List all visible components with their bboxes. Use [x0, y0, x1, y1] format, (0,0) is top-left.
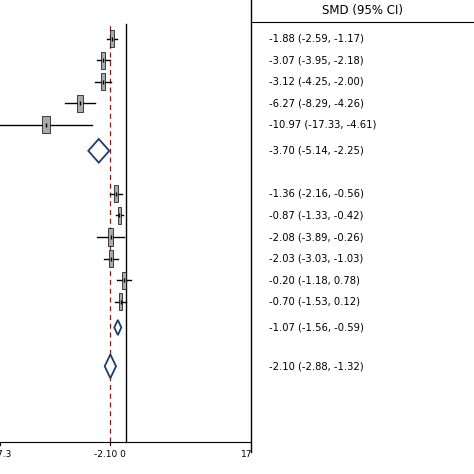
- Text: -1.88 (-2.59, -1.17): -1.88 (-2.59, -1.17): [269, 34, 364, 44]
- Text: -1.07 (-1.56, -0.59): -1.07 (-1.56, -0.59): [269, 322, 364, 332]
- Polygon shape: [114, 185, 118, 202]
- Text: -3.12 (-4.25, -2.00): -3.12 (-4.25, -2.00): [269, 77, 364, 87]
- Polygon shape: [122, 272, 126, 289]
- Text: -0.20 (-1.18, 0.78): -0.20 (-1.18, 0.78): [269, 275, 360, 285]
- Text: -0.87 (-1.33, -0.42): -0.87 (-1.33, -0.42): [269, 210, 364, 220]
- Polygon shape: [114, 320, 121, 335]
- Polygon shape: [118, 207, 121, 224]
- Polygon shape: [101, 52, 105, 69]
- Text: -10.97 (-17.33, -4.61): -10.97 (-17.33, -4.61): [269, 120, 376, 130]
- Polygon shape: [108, 228, 113, 246]
- Text: -2.10 (-2.88, -1.32): -2.10 (-2.88, -1.32): [269, 361, 364, 371]
- Text: -2.03 (-3.03, -1.03): -2.03 (-3.03, -1.03): [269, 254, 363, 264]
- Polygon shape: [42, 117, 50, 134]
- Text: -1.36 (-2.16, -0.56): -1.36 (-2.16, -0.56): [269, 189, 364, 199]
- Text: -0.70 (-1.53, 0.12): -0.70 (-1.53, 0.12): [269, 297, 360, 307]
- Text: -2.08 (-3.89, -0.26): -2.08 (-3.89, -0.26): [269, 232, 364, 242]
- Text: -17.3: -17.3: [0, 450, 12, 459]
- Polygon shape: [105, 355, 116, 378]
- Polygon shape: [109, 250, 113, 267]
- Text: -6.27 (-8.29, -4.26): -6.27 (-8.29, -4.26): [269, 99, 364, 109]
- Polygon shape: [118, 293, 122, 310]
- Polygon shape: [110, 30, 114, 47]
- Text: -3.07 (-3.95, -2.18): -3.07 (-3.95, -2.18): [269, 55, 364, 65]
- Text: -3.70 (-5.14, -2.25): -3.70 (-5.14, -2.25): [269, 146, 364, 156]
- Text: 17.3: 17.3: [241, 450, 261, 459]
- Polygon shape: [101, 73, 105, 91]
- Text: SMD (95% CI): SMD (95% CI): [322, 4, 403, 17]
- Text: -2.10 0: -2.10 0: [94, 450, 126, 459]
- Polygon shape: [77, 95, 83, 112]
- Polygon shape: [88, 139, 109, 163]
